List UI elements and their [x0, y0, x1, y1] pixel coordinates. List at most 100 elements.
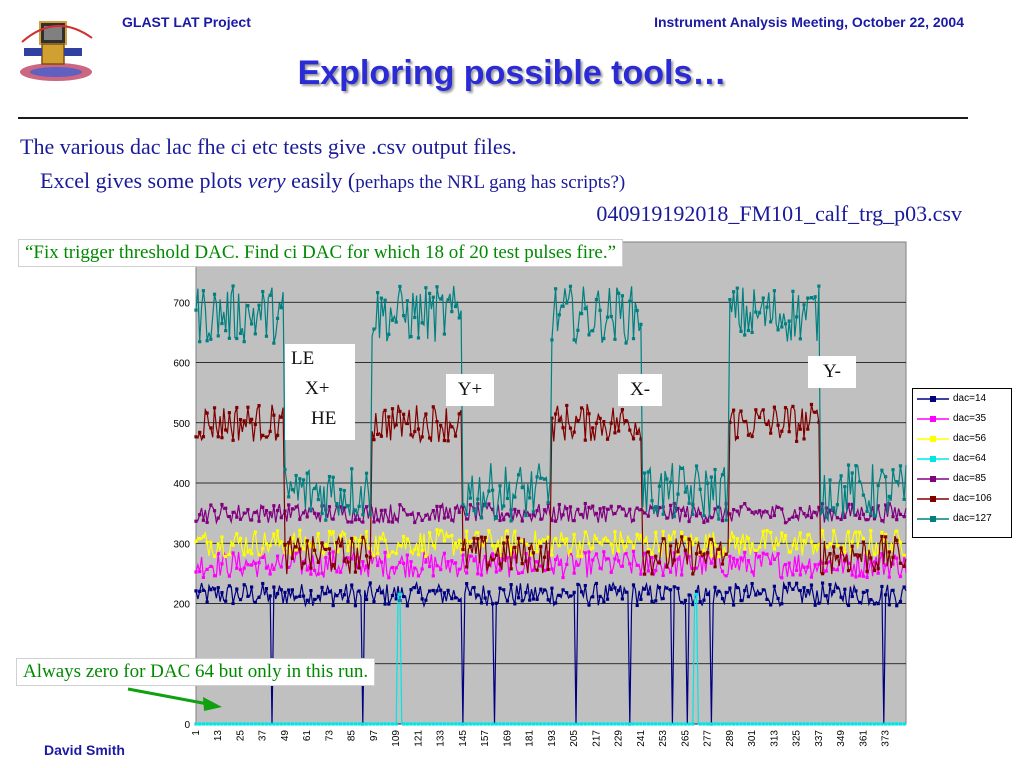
series-marker — [835, 586, 840, 590]
series-marker — [209, 426, 213, 430]
series-marker — [524, 513, 528, 518]
series-marker — [198, 430, 202, 435]
series-marker — [769, 320, 773, 324]
x-tick-label: 313 — [769, 730, 780, 747]
series-marker — [813, 510, 817, 515]
series-marker — [665, 586, 669, 590]
series-marker — [535, 568, 539, 572]
series-marker — [216, 516, 220, 520]
series-marker — [858, 480, 862, 484]
series-marker — [783, 406, 788, 410]
series-marker — [776, 328, 780, 332]
series-marker — [298, 722, 302, 726]
series-marker — [335, 594, 339, 598]
series-marker — [279, 415, 283, 419]
series-marker — [491, 488, 495, 492]
series-marker — [795, 568, 799, 572]
series-marker — [576, 563, 580, 567]
series-marker — [891, 468, 895, 472]
series-marker — [550, 567, 554, 571]
series-marker — [550, 416, 554, 420]
y-tick-label: 700 — [173, 298, 190, 309]
series-marker — [832, 567, 836, 571]
series-marker — [383, 508, 387, 512]
quote-box: “Fix trigger threshold DAC. Find ci DAC … — [18, 239, 624, 267]
legend-label: dac=14 — [953, 393, 987, 404]
series-marker — [824, 515, 828, 519]
series-marker — [554, 601, 558, 605]
series-marker — [413, 520, 417, 525]
series-marker — [576, 554, 580, 558]
series-marker — [242, 340, 246, 344]
series-marker — [835, 554, 840, 559]
series-marker — [283, 467, 287, 472]
series-marker — [468, 722, 472, 726]
series-marker — [691, 512, 695, 517]
series-marker — [635, 722, 639, 726]
series-marker — [661, 596, 665, 601]
series-marker — [843, 722, 847, 726]
series-marker — [798, 427, 802, 431]
series-marker — [620, 539, 624, 543]
series-marker — [316, 560, 320, 564]
series-marker — [257, 595, 261, 599]
series-marker — [416, 590, 421, 594]
series-marker — [387, 722, 391, 726]
series-marker — [264, 566, 269, 570]
series-marker — [535, 722, 539, 726]
series-marker — [865, 589, 869, 593]
series-marker — [272, 585, 276, 589]
series-marker — [809, 722, 814, 726]
series-marker — [609, 542, 613, 546]
dac-line-chart: 0100200300400500600700113253749617385971… — [173, 241, 907, 747]
series-marker — [654, 530, 658, 534]
series-marker — [579, 590, 584, 594]
series-marker — [413, 566, 417, 570]
series-marker — [476, 722, 480, 726]
series-marker — [524, 559, 528, 563]
series-marker — [465, 529, 469, 533]
series-marker — [257, 561, 261, 565]
y-tick-label: 500 — [173, 419, 190, 430]
series-marker — [561, 426, 565, 430]
series-marker — [305, 539, 309, 543]
series-marker — [639, 437, 643, 441]
series-marker — [227, 336, 231, 340]
series-marker — [238, 517, 243, 521]
series-marker — [272, 722, 276, 726]
series-marker — [884, 475, 888, 479]
series-marker — [817, 420, 821, 424]
series-marker — [420, 567, 424, 571]
series-marker — [416, 722, 421, 726]
series-marker — [461, 553, 465, 557]
series-marker — [898, 599, 903, 604]
series-marker — [261, 505, 265, 509]
series-marker — [539, 564, 543, 568]
series-marker — [524, 722, 528, 726]
series-marker — [828, 542, 832, 546]
series-marker — [453, 596, 458, 600]
series-marker — [706, 519, 710, 523]
series-marker — [379, 537, 383, 541]
series-marker — [620, 294, 624, 298]
series-marker — [754, 510, 758, 514]
series-marker — [201, 435, 206, 439]
series-marker — [884, 563, 888, 567]
csv-filename: 040919192018_FM101_calf_trg_p03.csv — [596, 201, 962, 226]
series-marker — [902, 722, 906, 726]
series-marker — [409, 588, 413, 592]
series-marker — [513, 495, 517, 499]
series-marker — [242, 722, 246, 726]
series-marker — [743, 588, 747, 593]
series-marker — [554, 412, 558, 416]
series-marker — [383, 550, 387, 555]
series-marker — [624, 590, 628, 594]
series-marker — [731, 603, 736, 607]
series-marker — [780, 507, 784, 511]
series-marker — [416, 336, 421, 340]
series-marker — [442, 332, 447, 336]
series-marker — [654, 505, 658, 509]
series-marker — [309, 508, 313, 512]
series-marker — [579, 722, 584, 726]
series-marker — [850, 539, 854, 544]
